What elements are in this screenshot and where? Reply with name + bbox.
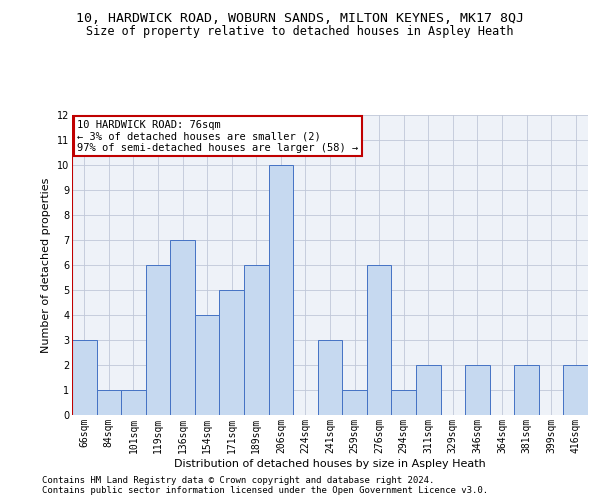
Text: Contains public sector information licensed under the Open Government Licence v3: Contains public sector information licen… [42,486,488,495]
Bar [170,240,195,415]
Bar [563,365,588,415]
Bar [121,390,146,415]
Text: Size of property relative to detached houses in Aspley Heath: Size of property relative to detached ho… [86,25,514,38]
X-axis label: Distribution of detached houses by size in Aspley Heath: Distribution of detached houses by size … [174,458,486,468]
Bar [465,365,490,415]
Bar [269,165,293,415]
Bar [72,340,97,415]
Bar [244,265,269,415]
Bar [514,365,539,415]
Bar [195,315,220,415]
Bar [146,265,170,415]
Bar [97,390,121,415]
Text: Contains HM Land Registry data © Crown copyright and database right 2024.: Contains HM Land Registry data © Crown c… [42,476,434,485]
Text: 10 HARDWICK ROAD: 76sqm
← 3% of detached houses are smaller (2)
97% of semi-deta: 10 HARDWICK ROAD: 76sqm ← 3% of detached… [77,120,358,152]
Bar [342,390,367,415]
Bar [220,290,244,415]
Bar [391,390,416,415]
Bar [367,265,391,415]
Text: 10, HARDWICK ROAD, WOBURN SANDS, MILTON KEYNES, MK17 8QJ: 10, HARDWICK ROAD, WOBURN SANDS, MILTON … [76,12,524,26]
Bar [318,340,342,415]
Y-axis label: Number of detached properties: Number of detached properties [41,178,51,352]
Bar [416,365,440,415]
